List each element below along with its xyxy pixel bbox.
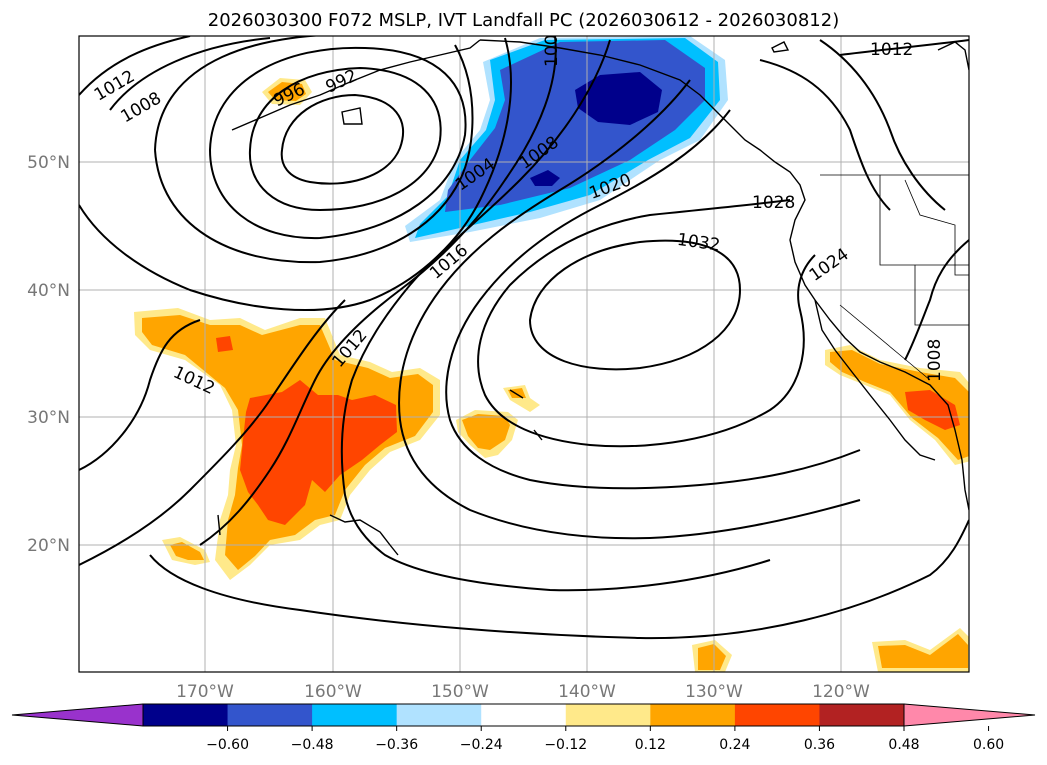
colorbar-tick-label: 0.60 xyxy=(973,737,1004,753)
map-frame xyxy=(78,35,970,673)
shade-orange-alaska xyxy=(268,82,306,101)
shade-red-orange-main xyxy=(240,380,397,525)
colorbar-tick-label: −0.60 xyxy=(206,737,249,753)
shade-navy xyxy=(575,72,662,125)
colorbar-extend-high xyxy=(904,704,1035,726)
lon-label: 170°W xyxy=(176,682,234,702)
contour-label: 1008 xyxy=(925,339,945,382)
colorbar-tick-label: 0.24 xyxy=(719,737,750,753)
lon-labels: 170°W 160°W 150°W 140°W 130°W 120°W xyxy=(176,682,870,702)
colorbar-segment xyxy=(819,704,905,726)
colorbar-segment xyxy=(565,704,651,726)
contour-ne-1 xyxy=(759,59,891,211)
colorbar-extend-low xyxy=(12,704,143,726)
lat-label: 50°N xyxy=(27,153,70,173)
shade-red-orange-small xyxy=(216,336,233,352)
contour-ne-2 xyxy=(819,39,946,211)
lon-label: 130°W xyxy=(685,682,743,702)
colorbar-segments xyxy=(12,704,1035,726)
lat-label: 20°N xyxy=(27,536,70,556)
shade-orange-hawaii-1 xyxy=(462,414,510,450)
contour-se xyxy=(79,299,346,566)
contour-1008 xyxy=(79,37,512,311)
colorbar-tick-label: 0.36 xyxy=(804,737,835,753)
contour-1008-east xyxy=(904,239,969,361)
coastlines xyxy=(217,39,969,556)
contour-label: 1000 xyxy=(542,24,562,67)
shade-orange-small-1 xyxy=(170,542,204,560)
contour-low-4 xyxy=(154,36,474,264)
colorbar-segment xyxy=(396,704,482,726)
contour-low-3 xyxy=(208,46,467,240)
colorbar-tick-label: 0.48 xyxy=(888,737,919,753)
contour-low-2 xyxy=(248,66,442,212)
lon-label: 150°W xyxy=(431,682,489,702)
contour-1012-ne xyxy=(839,39,969,56)
chart-title: 2026030300 F072 MSLP, IVT Landfall PC (2… xyxy=(207,10,840,31)
colorbar: −0.60 −0.48 −0.36 −0.24 −0.12 0.12 0.24 0.36 0.4… xyxy=(11,703,1036,753)
colorbar-frame xyxy=(142,703,905,727)
contour-label: 1028 xyxy=(752,193,795,213)
shade-orange-se-1 xyxy=(698,644,726,670)
contour-1016 xyxy=(340,39,771,592)
colorbar-tick-label: 0.12 xyxy=(635,737,666,753)
lon-label: 140°W xyxy=(558,682,616,702)
shade-navy-small xyxy=(530,170,560,186)
colorbar-frame-ends xyxy=(11,703,1036,727)
contour-south xyxy=(149,519,969,640)
colorbar-tick-label: −0.36 xyxy=(375,737,418,753)
lat-label: 30°N xyxy=(27,408,70,428)
contour-1012-b xyxy=(199,36,557,546)
contour-1020 xyxy=(398,79,861,540)
lat-label: 40°N xyxy=(27,281,70,301)
contour-1032 xyxy=(528,239,742,371)
ivt-positive-shading xyxy=(134,78,969,672)
contour-1012-c xyxy=(79,319,201,471)
colorbar-tick-label: −0.12 xyxy=(544,737,587,753)
colorbar-segment xyxy=(481,704,567,726)
colorbar-segment xyxy=(227,704,313,726)
contour-1012-a xyxy=(79,36,191,96)
lon-label: 160°W xyxy=(304,682,362,702)
lat-labels: 50°N 40°N 30°N 20°N xyxy=(27,153,70,556)
contour-inner-low xyxy=(280,93,404,185)
shade-red-baja xyxy=(905,390,960,430)
colorbar-ticks: −0.60 −0.48 −0.36 −0.24 −0.12 0.12 0.24 0.36 0.4… xyxy=(206,726,1004,753)
colorbar-segment xyxy=(650,704,736,726)
contour-label: 1012 xyxy=(870,40,913,60)
shade-orange-baja xyxy=(830,350,969,460)
colorbar-segment xyxy=(312,704,398,726)
contour-1028 xyxy=(477,199,816,448)
colorbar-tick-label: −0.24 xyxy=(460,737,503,753)
gridlines xyxy=(79,36,969,672)
colorbar-segment xyxy=(143,704,229,726)
shade-orange-se-2 xyxy=(878,634,968,668)
ivt-negative-shading xyxy=(405,36,728,242)
colorbar-segment xyxy=(734,704,820,726)
lon-label: 120°W xyxy=(812,682,870,702)
mslp-contours xyxy=(79,36,969,640)
colorbar-tick-label: −0.48 xyxy=(291,737,334,753)
shade-orange-hawaii-2 xyxy=(508,388,526,398)
contour-1024 xyxy=(445,109,861,490)
